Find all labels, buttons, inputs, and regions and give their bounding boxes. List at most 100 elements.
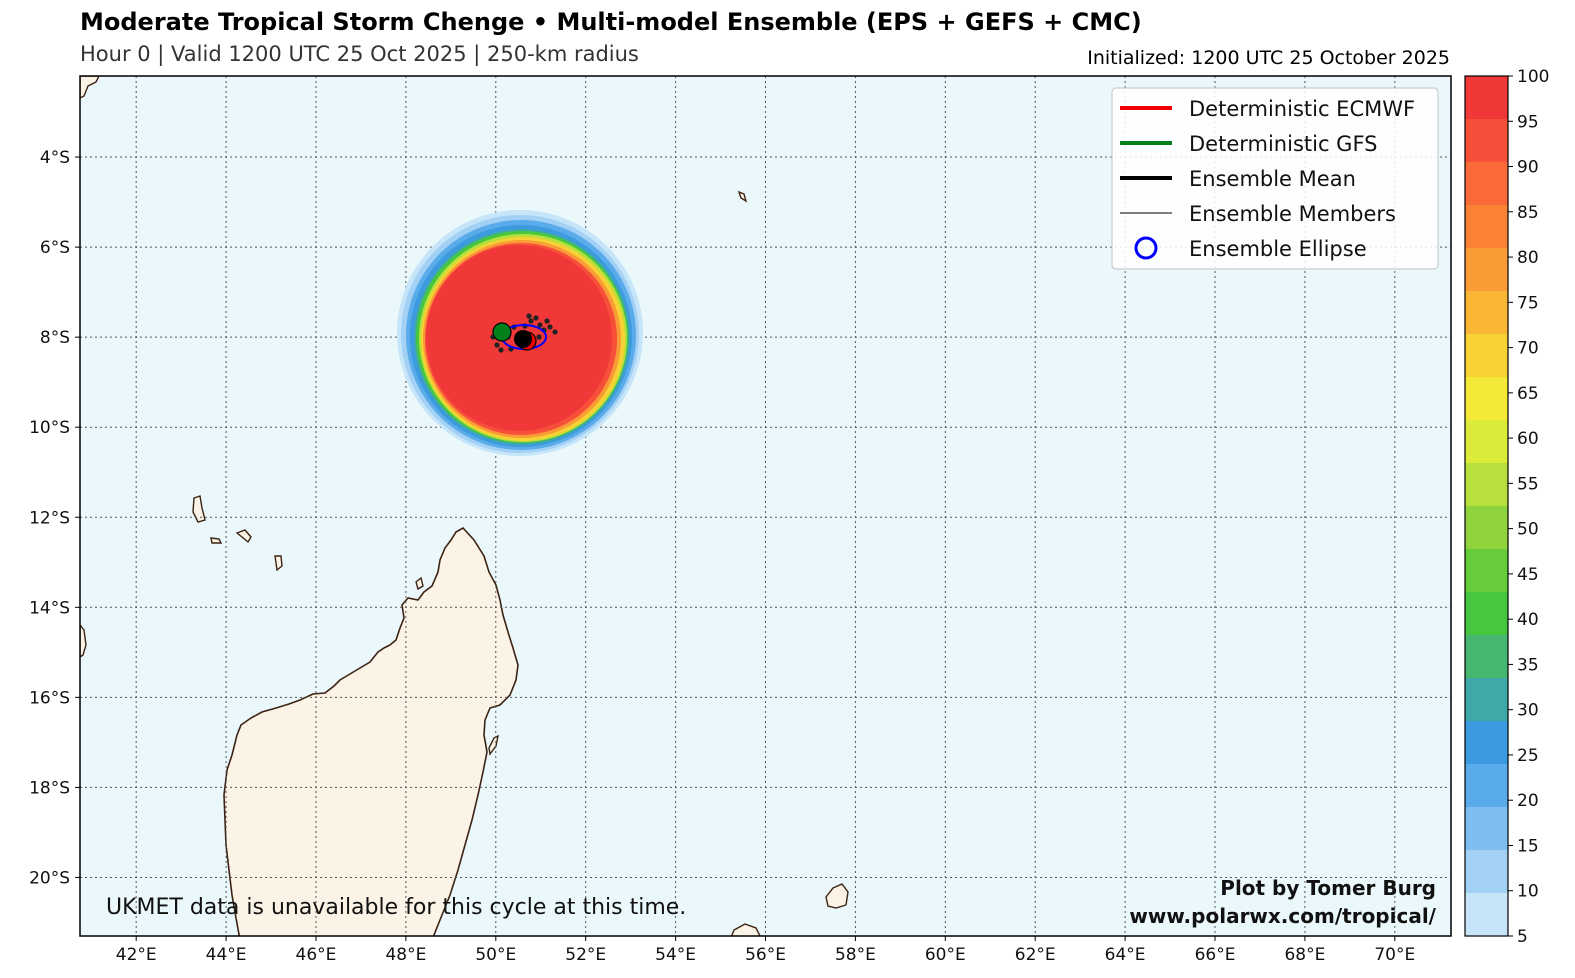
member-point: [547, 324, 553, 330]
colorbar-segment: [1465, 678, 1508, 722]
colorbar-tick-label: 65: [1517, 384, 1539, 404]
legend-label-mean: Ensemble Mean: [1189, 167, 1356, 191]
longitude-label: 48°E: [385, 945, 426, 965]
longitude-label: 44°E: [206, 945, 247, 965]
member-point: [536, 334, 542, 340]
colorbar-tick-label: 95: [1517, 112, 1539, 132]
latitude-label: 18°S: [29, 778, 70, 798]
island-mayotte: [274, 555, 283, 572]
longitude-label: 50°E: [475, 945, 516, 965]
legend-box: [1111, 87, 1439, 270]
colorbar-segment: [1465, 76, 1508, 120]
longitude-label: 42°E: [116, 945, 157, 965]
ensemble-mean-position: [514, 330, 532, 348]
colorbar-tick-label: 100: [1517, 67, 1549, 87]
colorbar-segment: [1465, 119, 1508, 163]
colorbar-tick-label: 40: [1517, 610, 1539, 630]
colorbar-tick-label: 5: [1517, 927, 1528, 947]
latitude-label: 8°S: [40, 328, 70, 348]
colorbar-segment: [1465, 205, 1508, 249]
colorbar-tick-label: 80: [1517, 248, 1539, 268]
colorbar-tick-label: 60: [1517, 429, 1539, 449]
longitude-label: 46°E: [296, 945, 337, 965]
legend-label-members: Ensemble Members: [1189, 202, 1396, 226]
gridlines: [80, 76, 1451, 936]
colorbar-segment: [1465, 463, 1508, 507]
colorbar-tick-label: 25: [1517, 746, 1539, 766]
initialized-time: Initialized: 1200 UTC 25 October 2025: [1087, 47, 1450, 69]
colorbar-tick-label: 20: [1517, 791, 1539, 811]
gfs-position: [492, 322, 512, 342]
colorbar-segment: [1465, 721, 1508, 765]
colorbar-segment: [1465, 850, 1508, 894]
member-point: [533, 315, 539, 321]
island-seychelles: [737, 190, 748, 203]
africa-coast-west: [80, 623, 87, 658]
colorbar-tick-label: 10: [1517, 882, 1539, 902]
longitude-label: 52°E: [565, 945, 606, 965]
legend-label-ellipse: Ensemble Ellipse: [1189, 237, 1367, 261]
colorbar-tick-label: 55: [1517, 474, 1539, 494]
ukmet-note: UKMET data is unavailable for this cycle…: [106, 895, 686, 920]
colorbar-segment: [1465, 291, 1508, 335]
colorbar-tick-label: 15: [1517, 836, 1539, 856]
latitude-labels: 4°S 6°S 8°S 10°S 12°S 14°S 16°S 18°S 20°S: [29, 148, 80, 888]
legend: Deterministic ECMWF Deterministic GFS En…: [1111, 87, 1439, 270]
africa-coast-north: [80, 76, 100, 99]
latitude-label: 4°S: [40, 148, 70, 168]
colorbar-tick-label: 70: [1517, 339, 1539, 359]
member-point: [552, 329, 558, 335]
colorbar-segment: [1465, 893, 1508, 937]
colorbar-tick-label: 30: [1517, 701, 1539, 721]
member-point: [494, 342, 500, 348]
latitude-label: 6°S: [40, 238, 70, 258]
member-point: [498, 347, 504, 353]
colorbar-tick-label: 50: [1517, 520, 1539, 540]
credit-author: Plot by Tomer Burg: [1220, 876, 1436, 900]
colorbar-tick-label: 90: [1517, 158, 1539, 178]
credit-url: www.polarwx.com/tropical/: [1129, 904, 1436, 928]
longitude-label: 58°E: [835, 945, 876, 965]
longitude-label: 70°E: [1374, 945, 1415, 965]
colorbar-segment: [1465, 807, 1508, 851]
colorbar-segment: [1465, 635, 1508, 679]
longitude-label: 66°E: [1195, 945, 1236, 965]
island-moheli: [210, 537, 223, 544]
legend-label-ecmwf: Deterministic ECMWF: [1189, 97, 1415, 121]
legend-swatch-ellipse: [1134, 236, 1158, 260]
colorbar-segment: [1465, 334, 1508, 378]
island-small: [415, 576, 424, 591]
colorbar-segment: [1465, 764, 1508, 808]
longitude-label: 60°E: [925, 945, 966, 965]
colorbar-ticks: 100 95 90 85 80 75 70 65 60 55 50 45 40 35 30 25 20 15 10 5: [1508, 67, 1549, 947]
latitude-label: 14°S: [29, 598, 70, 618]
longitude-label: 64°E: [1105, 945, 1146, 965]
colorbar-segment: [1465, 549, 1508, 593]
madagascar-landmass: [223, 526, 519, 936]
colorbar-segment: [1465, 420, 1508, 464]
longitude-labels: 42°E 44°E 46°E 48°E 50°E 52°E 54°E 56°E 58°E 60°E…: [116, 936, 1415, 965]
legend-label-gfs: Deterministic GFS: [1189, 132, 1378, 156]
longitude-label: 62°E: [1015, 945, 1056, 965]
colorbar-frame: [1464, 75, 1509, 937]
island-grande-comore: [192, 495, 206, 523]
latitude-label: 10°S: [29, 418, 70, 438]
island-mauritius: [825, 883, 849, 909]
colorbar-tick-label: 45: [1517, 565, 1539, 585]
longitude-label: 56°E: [745, 945, 786, 965]
colorbar-segment: [1465, 162, 1508, 206]
island-anjouan: [235, 529, 252, 544]
map-title: Moderate Tropical Storm Chenge • Multi-m…: [80, 8, 1142, 36]
member-point: [537, 322, 543, 328]
longitude-label: 54°E: [655, 945, 696, 965]
latitude-label: 16°S: [29, 688, 70, 708]
member-point: [544, 318, 550, 324]
member-point: [528, 318, 534, 324]
colorbar-tick-label: 85: [1517, 203, 1539, 223]
colorbar-tick-label: 35: [1517, 655, 1539, 675]
colorbar-segment: [1465, 377, 1508, 421]
latitude-label: 20°S: [29, 868, 70, 888]
colorbar-segment: [1465, 506, 1508, 550]
latitude-label: 12°S: [29, 508, 70, 528]
